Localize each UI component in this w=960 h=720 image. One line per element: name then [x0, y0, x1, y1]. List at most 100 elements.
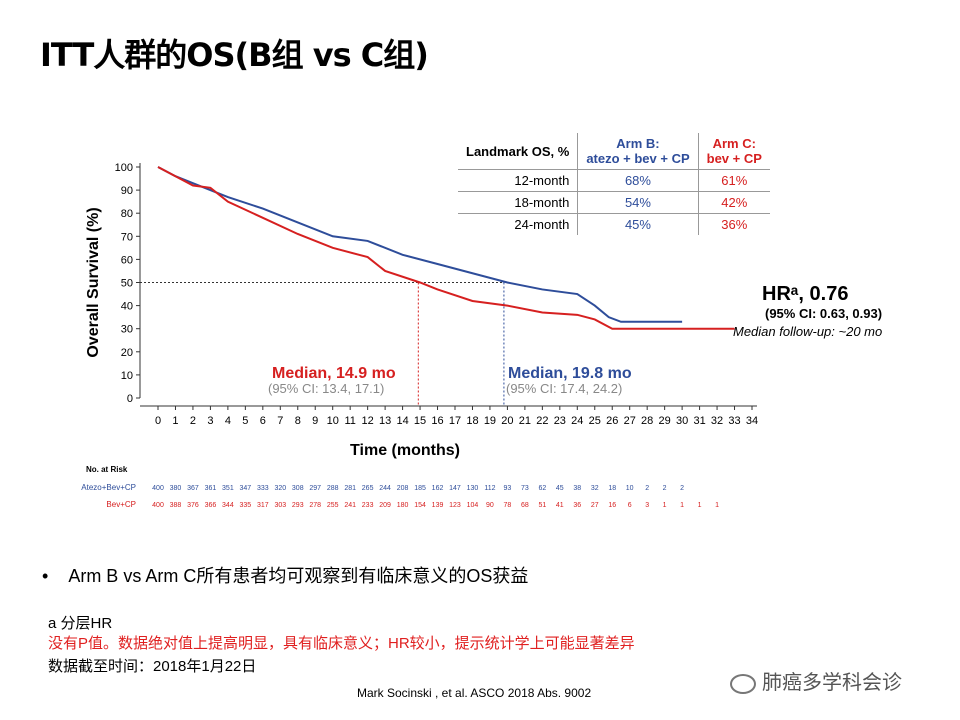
risk-title: No. at Risk	[86, 465, 128, 474]
risk-value: 185	[414, 485, 426, 492]
armc2: bev + CP	[706, 151, 762, 166]
y-tick-label: 0	[127, 393, 133, 405]
x-tick-label: 16	[431, 415, 443, 427]
x-tick-label: 20	[501, 415, 513, 427]
risk-value: 16	[608, 502, 616, 509]
x-tick-label: 11	[344, 415, 355, 427]
risk-value: 62	[538, 485, 546, 492]
risk-value: 281	[344, 485, 356, 492]
x-tick-label: 7	[277, 415, 283, 427]
risk-value: 351	[222, 485, 234, 492]
risk-value: 104	[467, 502, 479, 509]
x-tick-label: 21	[519, 415, 531, 427]
watermark: 肺癌多学科会诊	[730, 666, 902, 695]
risk-value: 32	[591, 485, 599, 492]
hr-ci: (95% CI: 0.63, 0.93)	[765, 306, 882, 321]
bullet-text: Arm B vs Arm C所有患者均可观察到有临床意义的OS获益	[68, 566, 529, 586]
risk-value: 288	[327, 485, 339, 492]
landmark-table: Landmark OS, % Arm B: atezo + bev + CP Ar…	[458, 133, 770, 235]
risk-value: 347	[240, 485, 252, 492]
risk-value: 241	[344, 502, 356, 509]
risk-value: 45	[556, 485, 564, 492]
risk-value: 2	[645, 485, 649, 492]
x-tick-label: 4	[225, 415, 231, 427]
x-tick-label: 18	[466, 415, 478, 427]
median-b-ci: (95% CI: 17.4, 24.2)	[506, 381, 622, 396]
risk-value: 41	[556, 502, 564, 509]
hr-label: HRᵃ, 0.76	[762, 283, 848, 305]
table-row: 12-month 68% 61%	[458, 169, 770, 192]
risk-value: 320	[274, 485, 286, 492]
risk-value: 68	[521, 502, 529, 509]
citation: Mark Socinski , et al. ASCO 2018 Abs. 90…	[357, 686, 592, 700]
risk-value: 6	[628, 502, 632, 509]
risk-value: 293	[292, 502, 304, 509]
x-tick-label: 24	[571, 415, 583, 427]
x-tick-label: 9	[312, 415, 318, 427]
x-tick-label: 22	[536, 415, 548, 427]
cell: 61%	[698, 169, 770, 192]
x-tick-label: 34	[746, 415, 758, 427]
y-tick-label: 30	[121, 324, 133, 336]
y-tick-label: 20	[121, 347, 133, 359]
risk-value: 3	[645, 502, 649, 509]
risk-value: 2	[680, 485, 684, 492]
x-tick-label: 26	[606, 415, 618, 427]
armb: Arm B:	[616, 136, 660, 151]
risk-value: 123	[449, 502, 461, 509]
y-tick-label: 70	[121, 231, 133, 243]
series-line-bev-cp	[157, 166, 735, 330]
x-tick-label: 27	[624, 415, 636, 427]
risk-value: 388	[170, 502, 182, 509]
y-tick-label: 50	[121, 278, 133, 290]
risk-value: 93	[504, 485, 512, 492]
risk-value: 376	[187, 502, 199, 509]
median-c-label: Median, 14.9 mo	[272, 365, 396, 382]
risk-value: 265	[362, 485, 374, 492]
risk-value: 139	[432, 502, 444, 509]
x-tick-label: 13	[379, 415, 391, 427]
x-tick-label: 8	[295, 415, 301, 427]
risk-value: 233	[362, 502, 374, 509]
risk-value: 147	[449, 485, 461, 492]
risk-value: 308	[292, 485, 304, 492]
row-label: 12-month	[458, 169, 578, 192]
x-tick-label: 23	[554, 415, 566, 427]
x-tick-label: 0	[155, 415, 161, 427]
wechat-icon	[730, 673, 756, 694]
bullet: • Arm B vs Arm C所有患者均可观察到有临床意义的OS获益	[42, 566, 529, 586]
risk-value: 208	[397, 485, 409, 492]
x-tick-label: 14	[396, 415, 408, 427]
risk-value: 51	[538, 502, 546, 509]
armc: Arm C:	[712, 136, 756, 151]
footnote-note: 没有P值。数据绝对值上提高明显，具有临床意义；HR较小，提示统计学上可能显著差异	[48, 635, 635, 652]
risk-row-label: Atezo+Bev+CP	[81, 483, 136, 492]
risk-value: 18	[608, 485, 616, 492]
risk-value: 180	[397, 502, 409, 509]
risk-value: 400	[152, 502, 164, 509]
y-tick-label: 40	[121, 301, 133, 313]
risk-value: 2	[663, 485, 667, 492]
risk-value: 38	[573, 485, 581, 492]
risk-value: 27	[591, 502, 599, 509]
x-tick-label: 33	[728, 415, 740, 427]
risk-value: 278	[309, 502, 321, 509]
x-tick-label: 2	[190, 415, 196, 427]
risk-value: 297	[309, 485, 321, 492]
x-tick-label: 17	[449, 415, 461, 427]
risk-value: 112	[484, 485, 495, 492]
y-tick-label: 100	[115, 162, 133, 174]
x-tick-label: 1	[172, 415, 178, 427]
x-tick-label: 28	[641, 415, 653, 427]
x-tick-label: 31	[693, 415, 705, 427]
risk-value: 1	[715, 502, 719, 509]
y-tick-label: 90	[121, 185, 133, 197]
cell: 42%	[698, 191, 770, 214]
header: Landmark OS, %	[458, 133, 578, 170]
risk-value: 344	[222, 502, 234, 509]
x-tick-label: 19	[484, 415, 496, 427]
series-line-atezo	[157, 166, 683, 323]
armb2: atezo + bev + CP	[586, 151, 690, 166]
risk-value: 380	[170, 485, 182, 492]
risk-value: 90	[486, 502, 494, 509]
